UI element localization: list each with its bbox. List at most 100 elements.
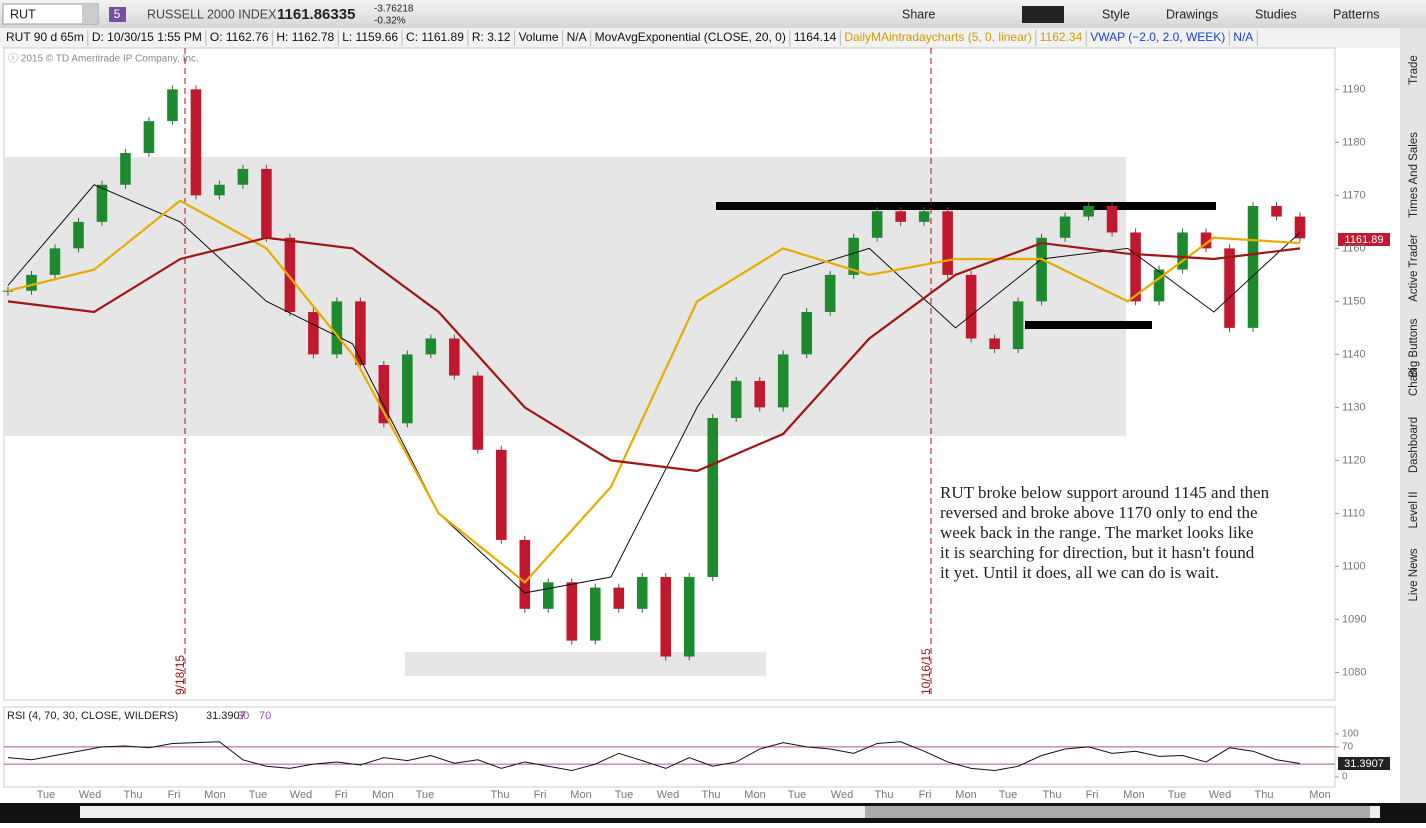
candle [120,152,131,185]
x-tick-label: Wed [1209,789,1231,801]
candle [942,211,953,275]
x-tick-label: Tue [615,789,634,801]
side-tab[interactable]: Trade [1408,55,1420,85]
x-tick-label: Thu [1255,789,1274,801]
badge: 5 [114,7,121,21]
candle [613,587,625,609]
toolbar-button[interactable]: Patterns [1333,7,1380,21]
info-item: VWAP (−2.0, 2.0, WEEK) [1090,30,1225,44]
support-bar [1025,321,1152,329]
x-tick-label: Tue [1168,789,1187,801]
candle [425,338,437,355]
side-tab[interactable]: Big Buttons [1408,318,1420,377]
y-tick-label: 1180 [1342,136,1366,148]
candle [1036,237,1047,302]
side-tab[interactable]: Live News [1408,548,1420,601]
candle [636,577,648,609]
candle [237,168,249,185]
x-tick-label: Fri [1086,789,1099,801]
instrument-name: RUSSELL 2000 INDEX [147,7,277,21]
candle [1177,232,1188,270]
marker-label: 10/16/15 [919,648,933,695]
candle [402,354,413,424]
side-tab[interactable]: Active Trader [1408,234,1420,302]
candle [96,184,108,222]
y-tick-label: 1120 [1342,454,1366,466]
candle [754,380,765,408]
side-tab[interactable]: Level II [1408,491,1420,528]
candle [965,274,977,339]
rsi-current-box [1338,757,1390,770]
toolbar [0,0,1426,28]
x-tick-label: Mon [955,789,976,801]
annotation: week back in the range. The market looks… [940,523,1254,542]
symbol-box[interactable] [2,3,99,25]
badge-box [109,7,126,22]
candle [543,582,554,609]
info-item: H: 1162.78 [276,30,334,44]
x-tick-label: Fri [335,789,348,801]
candle [331,301,343,355]
time-button[interactable] [1022,6,1064,23]
candle [1294,216,1306,239]
toolbar-button[interactable]: Drawings [1166,7,1218,21]
rsi-line [7,741,1301,772]
candle [355,301,366,365]
x-tick-label: Tue [999,789,1018,801]
y-tick-label: 1100 [1342,560,1366,572]
info-item: N/A [1233,30,1253,44]
candle [1153,269,1165,302]
x-tick-label: Mon [372,789,393,801]
y-tick-label: 0 [1342,772,1348,783]
scroll-thumb[interactable] [865,806,1370,818]
side-tab[interactable]: Dashboard [1408,417,1420,473]
y-tick-label: 1110 [1342,507,1365,519]
x-tick-label: Thu [875,789,894,801]
info-item: 1162.34 [1040,30,1083,44]
candle [848,237,859,275]
candle [284,237,296,312]
candle [519,539,531,609]
side-tab[interactable]: Times And Sales [1408,132,1420,218]
y-tick-label: 1080 [1342,666,1366,678]
x-tick-label: Wed [290,789,312,801]
candle [989,338,1000,350]
candle [1224,248,1235,328]
rsi-level: 30 [237,710,249,722]
toolbar-button[interactable]: Studies [1255,7,1297,21]
candle [143,121,155,153]
x-tick-label: Thu [1043,789,1062,801]
candle [378,364,390,424]
low-zone [405,652,766,676]
study-line [7,236,1301,473]
y-tick-label: 1170 [1342,189,1366,201]
candle [214,184,225,196]
candle [2,290,14,292]
toolbar-button[interactable]: Share [902,7,935,21]
info-item: N/A [567,30,587,44]
candle [683,577,695,657]
info-item: 1164.14 [794,30,837,44]
resistance-bar [716,202,1216,210]
candle [895,211,906,222]
x-tick-label: Fri [168,789,181,801]
y-tick-label: 1090 [1342,613,1366,625]
candle [589,587,601,641]
toolbar-button[interactable]: Style [1102,7,1130,21]
x-tick-label: Wed [79,789,101,801]
last-price: 1161.86335 [277,6,355,23]
marker-label: 9/18/15 [173,655,187,695]
side-tab[interactable]: Chart [1408,367,1420,396]
info-item: RUT 90 d 65m [6,30,84,44]
x-tick-label: Tue [788,789,807,801]
last-price-label: 1161.89 [1345,234,1384,246]
x-tick-label: Tue [249,789,268,801]
annotation: RUT broke below support around 1145 and … [940,483,1270,502]
copyright: ⓘ 2015 © TD Ameritrade IP Company, Inc. [8,53,199,65]
candle [496,449,507,540]
info-item: C: 1161.89 [406,30,464,44]
x-tick-label: Tue [416,789,435,801]
dropdown[interactable] [82,5,97,23]
annotation: reversed and broke above 1170 only to en… [940,503,1258,522]
